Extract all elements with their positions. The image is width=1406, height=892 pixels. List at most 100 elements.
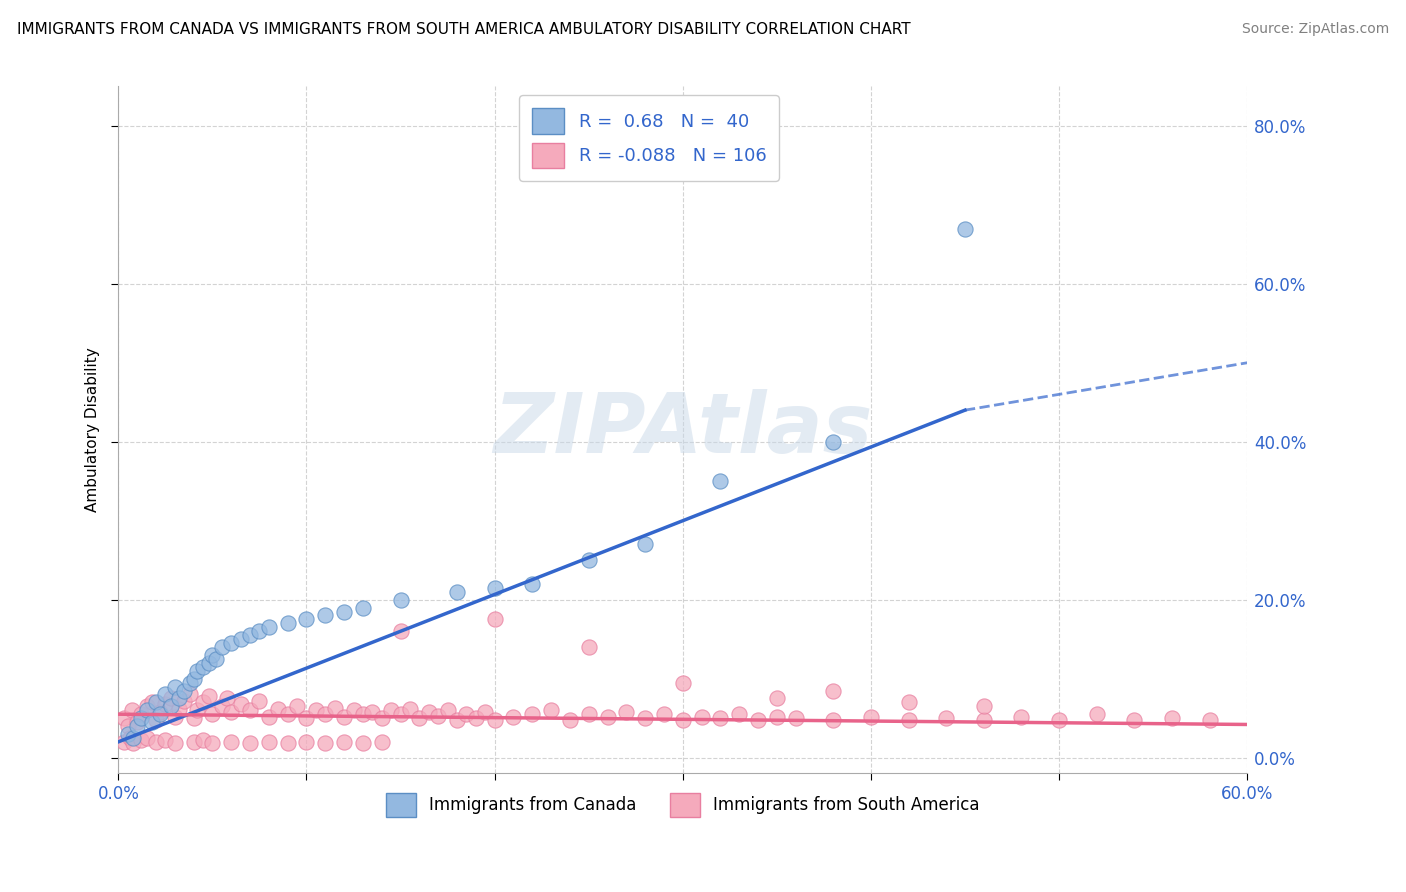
Point (456, 707, 478, 722)
Point (953, 221, 976, 235)
Point (285, 699, 308, 714)
Point (239, 628, 262, 642)
Point (201, 707, 224, 722)
Point (352, 600, 374, 615)
Point (897, 695, 920, 709)
Point (249, 624, 271, 639)
Point (361, 705, 384, 719)
Point (129, 707, 152, 722)
Point (464, 711, 486, 725)
Point (342, 703, 364, 717)
Point (389, 624, 412, 639)
Point (267, 701, 290, 715)
Point (127, 715, 149, 730)
Point (160, 691, 183, 706)
Point (540, 703, 562, 717)
Point (145, 713, 167, 727)
Point (183, 735, 205, 749)
Point (167, 691, 190, 706)
Point (183, 672, 205, 686)
Point (155, 697, 177, 711)
Point (709, 711, 731, 725)
Point (823, 683, 845, 698)
Point (427, 708, 450, 723)
Point (1123, 713, 1146, 727)
Point (389, 592, 412, 607)
Point (191, 660, 214, 674)
Point (129, 733, 152, 747)
Point (186, 664, 208, 678)
Point (578, 707, 600, 722)
Point (173, 694, 195, 708)
Point (127, 719, 149, 733)
Point (217, 691, 239, 706)
Legend: Immigrants from Canada, Immigrants from South America: Immigrants from Canada, Immigrants from … (380, 787, 987, 823)
Point (257, 735, 280, 749)
Point (219, 735, 242, 749)
Point (121, 703, 143, 717)
Point (502, 709, 524, 723)
Point (371, 711, 394, 725)
Point (484, 612, 506, 626)
Text: ZIPAtlas: ZIPAtlas (494, 390, 873, 470)
Point (1161, 711, 1184, 725)
Point (596, 709, 619, 723)
Point (277, 736, 299, 750)
Point (145, 735, 167, 749)
Point (474, 705, 496, 719)
Point (155, 688, 177, 702)
Point (935, 711, 957, 725)
Point (690, 709, 713, 723)
Point (155, 733, 177, 747)
Point (380, 703, 402, 717)
Point (897, 713, 920, 727)
Point (314, 707, 336, 722)
Point (211, 699, 233, 714)
Point (408, 711, 430, 725)
Point (672, 713, 695, 727)
Point (333, 735, 356, 749)
Point (163, 709, 186, 723)
Point (371, 735, 394, 749)
Point (163, 680, 186, 694)
Point (728, 707, 751, 722)
Point (709, 474, 731, 488)
Point (197, 656, 219, 670)
Point (558, 713, 581, 727)
Point (135, 731, 157, 745)
Point (167, 701, 190, 715)
Point (418, 705, 440, 719)
Point (484, 581, 506, 595)
Point (112, 735, 135, 749)
Point (352, 736, 374, 750)
Point (197, 689, 219, 703)
Point (112, 711, 135, 725)
Text: IMMIGRANTS FROM CANADA VS IMMIGRANTS FROM SOUTH AMERICA AMBULATORY DISABILITY CO: IMMIGRANTS FROM CANADA VS IMMIGRANTS FRO… (17, 22, 911, 37)
Point (1198, 713, 1220, 727)
Point (672, 675, 695, 690)
Point (295, 735, 318, 749)
Point (122, 731, 145, 745)
Point (634, 711, 657, 725)
Point (766, 691, 789, 706)
Point (446, 713, 468, 727)
Point (522, 577, 544, 591)
Point (1047, 713, 1070, 727)
Point (747, 713, 769, 727)
Point (333, 709, 356, 723)
Point (399, 701, 422, 715)
Point (135, 699, 157, 714)
Point (389, 707, 412, 722)
Point (205, 652, 228, 666)
Point (257, 709, 280, 723)
Point (446, 584, 468, 599)
Point (652, 707, 675, 722)
Point (179, 675, 201, 690)
Point (141, 715, 163, 730)
Point (118, 731, 141, 745)
Point (149, 705, 172, 719)
Point (191, 695, 214, 709)
Point (117, 719, 139, 733)
Point (249, 694, 271, 708)
Point (436, 703, 458, 717)
